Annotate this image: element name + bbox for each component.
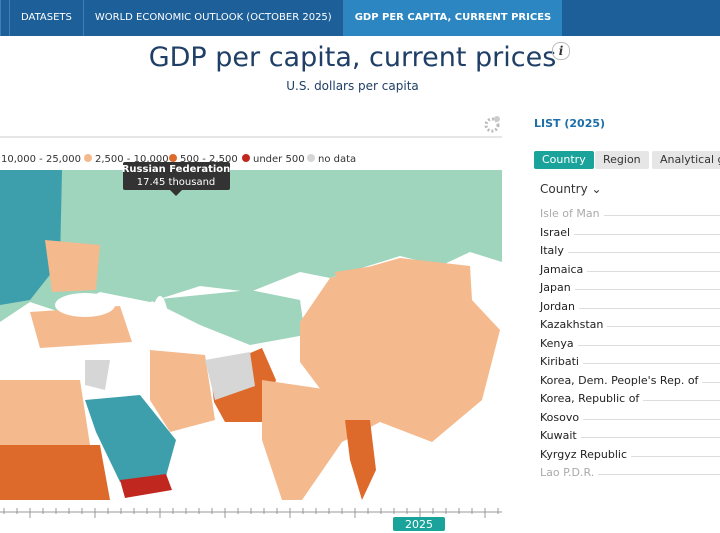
country-row[interactable]: Italy — [540, 244, 720, 257]
country-name: Jamaica — [540, 262, 584, 276]
list-title: LIST (2025) — [534, 117, 606, 130]
country-row[interactable]: Lao P.D.R. — [540, 466, 720, 479]
country-name: Korea, Dem. People's Rep. of — [540, 373, 699, 387]
row-leader — [598, 466, 720, 475]
legend-label: 500 - 2,500 — [180, 154, 238, 165]
country-row[interactable]: Kosovo — [540, 411, 720, 424]
year-label: 2025 — [405, 518, 433, 531]
country-row[interactable]: Korea, Dem. People's Rep. of — [540, 374, 720, 387]
row-leader — [702, 374, 720, 383]
country-name: Japan — [540, 281, 571, 294]
page-subtitle: U.S. dollars per capita — [286, 79, 419, 93]
country-row[interactable]: Israel — [540, 226, 720, 239]
country-name: Kyrgyz Republic — [540, 447, 628, 461]
country-row[interactable]: Kuwait — [540, 429, 720, 442]
country-name: Kuwait — [540, 429, 577, 442]
row-leader — [579, 300, 720, 309]
country-name: Jordan — [540, 299, 575, 313]
sort-label: Country — [540, 182, 588, 196]
country-name: Kosovo — [540, 410, 580, 424]
gear-icon[interactable] — [484, 116, 500, 133]
tooltip-value: 17.45 thousand — [137, 177, 216, 188]
nav-item[interactable]: GDP PER CAPITA, CURRENT PRICES — [342, 0, 563, 36]
country-row[interactable]: Jordan — [540, 300, 720, 313]
breadcrumb: DATASETS WORLD ECONOMIC OUTLOOK (OCTOBER… — [0, 0, 720, 36]
info-icon[interactable]: i — [552, 42, 570, 60]
row-leader — [643, 392, 720, 401]
tab[interactable]: Analytical gro — [652, 151, 720, 169]
legend-swatch — [169, 154, 177, 162]
nav-item[interactable]: WORLD ECONOMIC OUTLOOK (OCTOBER 2025) — [82, 0, 343, 36]
year-badge[interactable] — [393, 517, 445, 531]
row-leader — [574, 226, 720, 235]
country-row[interactable]: Kyrgyz Republic — [540, 448, 720, 461]
row-leader — [577, 337, 720, 346]
country-row[interactable]: Japan — [540, 281, 720, 294]
nav-item[interactable]: DATASETS — [9, 0, 83, 36]
legend-label: 2,500 - 10,000 — [95, 154, 169, 165]
legend-swatch — [84, 154, 92, 162]
country-name: Kenya — [540, 336, 574, 350]
row-leader — [583, 411, 720, 420]
tab[interactable]: Country — [534, 151, 594, 169]
country-row[interactable]: Korea, Republic of — [540, 392, 720, 405]
country-name: Israel — [540, 225, 571, 239]
row-leader — [567, 244, 720, 253]
tooltip-title: Russian Federation — [122, 164, 231, 175]
country-row[interactable]: Kiribati — [540, 355, 720, 368]
legend-swatch — [307, 154, 315, 162]
legend-swatch — [242, 154, 250, 162]
sort-dropdown[interactable]: Country ⌄ — [540, 182, 602, 196]
nav-home[interactable] — [0, 0, 9, 36]
country-row[interactable]: Kazakhstan — [540, 318, 720, 331]
row-leader — [574, 281, 720, 290]
row-leader — [587, 263, 720, 272]
country-name: Italy — [540, 244, 564, 257]
tab[interactable]: Region — [595, 151, 649, 169]
map-land — [0, 170, 502, 500]
country-row[interactable]: Jamaica — [540, 263, 720, 276]
row-leader — [603, 207, 720, 216]
country-name: Korea, Republic of — [540, 392, 640, 405]
country-name: Isle of Man — [540, 207, 600, 220]
page-title: GDP per capita, current prices — [148, 42, 557, 73]
country-row[interactable]: Isle of Man — [540, 207, 720, 220]
row-leader — [607, 318, 720, 327]
legend-label: no data — [318, 154, 356, 165]
map: 2025 Russian Federation 17.45 thousand 1… — [0, 116, 502, 531]
legend-label: 10,000 - 25,000 — [1, 154, 81, 165]
country-row[interactable]: Kenya — [540, 337, 720, 350]
country-name: Lao P.D.R. — [540, 466, 595, 479]
row-leader — [582, 355, 720, 364]
legend-label: under 500 — [253, 154, 305, 165]
timeline — [0, 508, 502, 518]
country-name: Kiribati — [540, 355, 579, 368]
row-leader — [580, 429, 720, 438]
row-leader — [631, 448, 720, 457]
country-name: Kazakhstan — [540, 318, 604, 331]
tooltip: Russian Federation 17.45 thousand — [122, 162, 231, 196]
